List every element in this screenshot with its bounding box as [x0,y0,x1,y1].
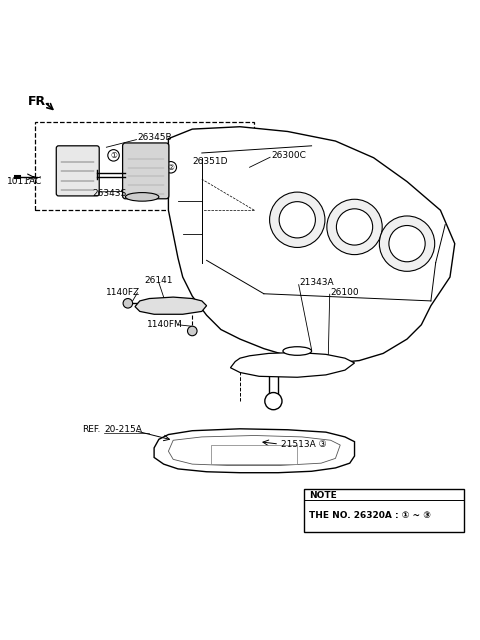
Text: 26141: 26141 [144,276,173,285]
Text: 1140FM: 1140FM [147,320,183,329]
Polygon shape [168,435,340,465]
Text: FR.: FR. [28,95,51,108]
Bar [211,445,297,464]
Circle shape [108,150,119,161]
Text: 26300C: 26300C [271,151,306,160]
Text: NOTE: NOTE [309,491,337,500]
Text: 26345B: 26345B [137,133,172,142]
Text: 21343A: 21343A [300,278,334,287]
Text: 1011AC: 1011AC [7,177,42,186]
Bar [35,122,254,210]
FancyBboxPatch shape [304,490,464,532]
Polygon shape [135,297,206,314]
Circle shape [123,298,132,308]
Text: 26343S: 26343S [92,189,126,198]
Text: 1140FZ: 1140FZ [107,288,141,298]
Text: 20-215A: 20-215A [104,425,142,435]
Text: 26100: 26100 [331,288,360,297]
Circle shape [188,326,197,336]
Polygon shape [230,353,355,377]
Polygon shape [154,429,355,473]
Circle shape [270,192,325,248]
Circle shape [279,202,315,238]
Circle shape [265,392,282,410]
Text: ②: ② [168,163,174,172]
Circle shape [389,225,425,262]
FancyBboxPatch shape [122,143,169,199]
Circle shape [327,199,382,255]
Ellipse shape [283,347,312,355]
Text: REF.: REF. [83,425,101,435]
Text: 21513A ③: 21513A ③ [281,440,326,449]
FancyBboxPatch shape [56,146,99,196]
Ellipse shape [125,193,159,201]
Text: THE NO. 26320A : ① ~ ③: THE NO. 26320A : ① ~ ③ [309,511,431,520]
Text: 26351D: 26351D [192,157,228,166]
Circle shape [379,216,435,271]
Circle shape [336,209,372,245]
Text: ①: ① [110,151,117,160]
Circle shape [165,161,177,173]
Polygon shape [168,127,455,363]
